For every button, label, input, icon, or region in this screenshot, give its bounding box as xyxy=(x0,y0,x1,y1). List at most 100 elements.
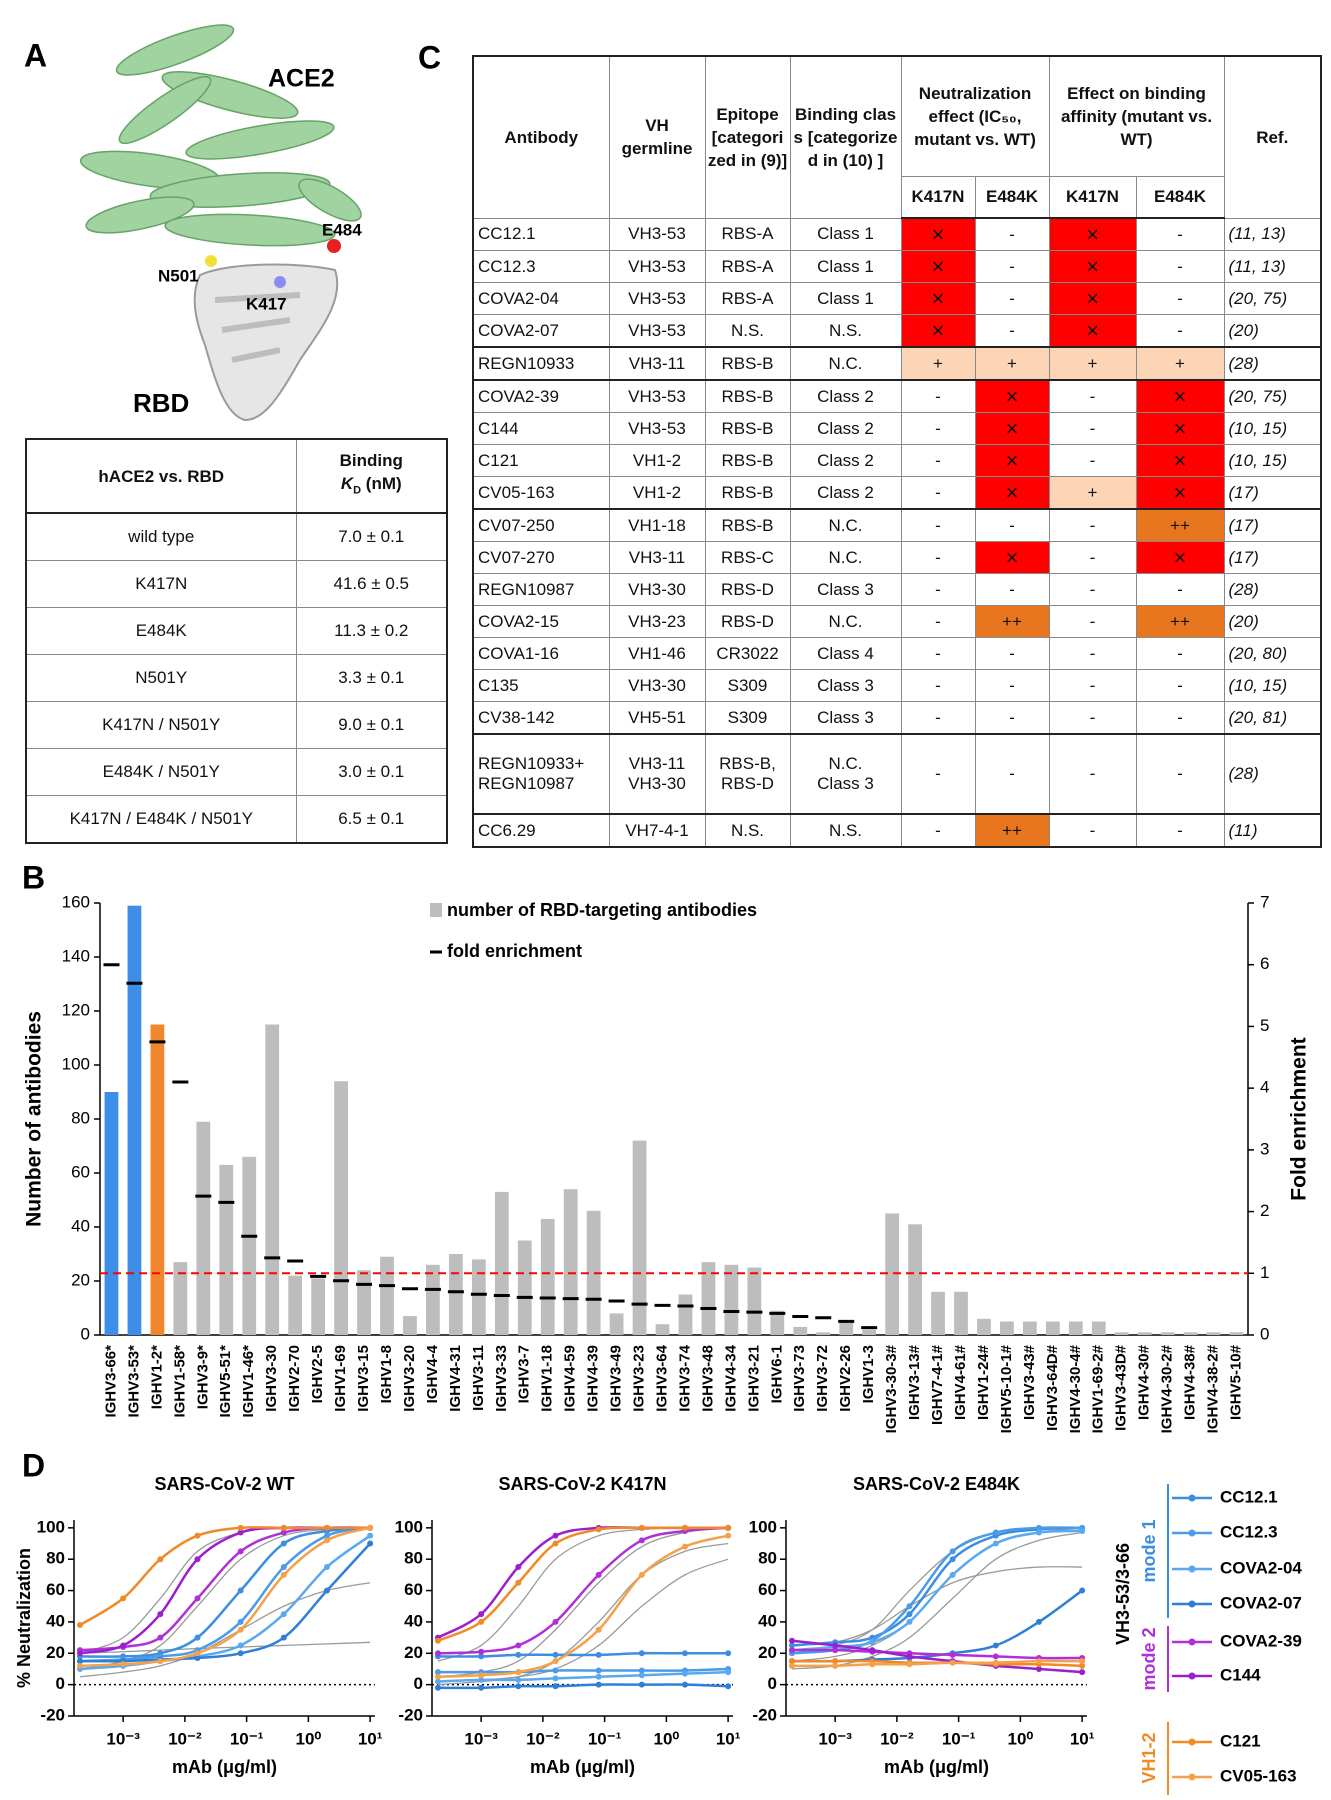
table-cell: N.C. xyxy=(789,346,902,381)
x-tick-label: IGHV3-9* xyxy=(194,1345,211,1409)
table-row: K417N / N501Y 9.0 ± 0.1 xyxy=(25,701,448,749)
table-cell: ++ xyxy=(974,605,1050,638)
table-cell: (20, 75) xyxy=(1223,282,1322,315)
fit-curve xyxy=(79,1526,371,1658)
x-tick-label: IGHV7-4-1# xyxy=(929,1344,946,1425)
fit-curve xyxy=(437,1534,729,1679)
x-tick-label: IGHV3-73 xyxy=(791,1345,808,1412)
data-point xyxy=(725,1650,732,1657)
header-symbol: K xyxy=(340,474,354,494)
table-cell: CV07-270 xyxy=(472,541,610,574)
table-cell: × xyxy=(974,476,1050,510)
data-point xyxy=(434,1684,441,1691)
data-point xyxy=(367,1540,374,1547)
data-point xyxy=(681,1681,688,1688)
table-cell: K417N xyxy=(25,560,297,608)
data-point xyxy=(157,1556,164,1563)
bar xyxy=(701,1262,716,1335)
table-cell: RBS-B xyxy=(704,379,791,413)
y2-tick-label: 2 xyxy=(1260,1201,1269,1220)
table-row: REGN10933+ REGN10987 VH3-11 VH3-30 RBS-B, … xyxy=(472,733,1322,815)
background-curve xyxy=(79,1582,371,1678)
y-tick-label: 160 xyxy=(62,892,90,911)
table-row: C121 VH1-2 RBS-B Class 2- × - × (10, 15) xyxy=(472,444,1322,477)
x-tick-label: IGHV3-72 xyxy=(814,1345,831,1412)
table-cell: × xyxy=(1048,314,1137,348)
data-point xyxy=(478,1676,485,1683)
table-cell: × xyxy=(974,541,1050,574)
data-point xyxy=(552,1618,559,1625)
x-tick-label: 10⁻¹ xyxy=(942,1729,976,1748)
legend-group-label: mode 2 xyxy=(1139,1627,1159,1690)
y-tick-label: 40 xyxy=(46,1611,65,1630)
data-point xyxy=(595,1651,602,1658)
table-cell: 9.0 ± 0.1 xyxy=(295,701,448,749)
table-cell: - xyxy=(974,701,1050,735)
table-cell: × xyxy=(1135,379,1225,413)
y-tick-label: 80 xyxy=(71,1108,90,1127)
column-header: Epitope [categorized in (9)] xyxy=(704,55,791,219)
fit-curve xyxy=(791,1648,1083,1660)
table-cell: - xyxy=(1135,669,1225,702)
legend-swatch xyxy=(1188,1565,1196,1573)
data-point xyxy=(1035,1529,1042,1536)
y-tick-label: 0 xyxy=(414,1674,423,1693)
y2-axis-label: Fold enrichment xyxy=(1288,1037,1311,1200)
x-tick-label: IGHV3-64D# xyxy=(1044,1344,1061,1431)
x-tick-label: IGHV4-30# xyxy=(1136,1344,1153,1420)
data-point xyxy=(323,1537,330,1544)
data-point xyxy=(434,1673,441,1680)
table-cell: VH3-53 xyxy=(608,250,706,283)
table-cell: RBS-D xyxy=(704,605,791,638)
legend-label: CC12.3 xyxy=(1220,1522,1278,1541)
table-cell: - xyxy=(974,637,1050,670)
data-point xyxy=(832,1662,839,1669)
legend-label: CC12.1 xyxy=(1220,1487,1278,1506)
data-point xyxy=(515,1669,522,1676)
data-point xyxy=(323,1532,330,1539)
table-cell: RBS-B xyxy=(704,444,791,477)
data-point xyxy=(434,1637,441,1644)
fit-curve xyxy=(437,1667,729,1674)
data-point xyxy=(515,1651,522,1658)
data-point xyxy=(280,1634,287,1641)
data-point xyxy=(515,1564,522,1571)
table-cell: Class 2 xyxy=(789,476,902,510)
legend-label: CV05-163 xyxy=(1220,1766,1297,1785)
fit-curve xyxy=(791,1529,1083,1652)
y-tick-label: 100 xyxy=(395,1517,423,1536)
table-cell: RBS-B, RBS-D xyxy=(704,733,791,815)
data-point xyxy=(906,1611,913,1618)
chart-title: SARS-CoV-2 WT xyxy=(154,1474,294,1494)
y-tick-label: 60 xyxy=(758,1580,777,1599)
table-row: E484K 11.3 ± 0.2 xyxy=(25,607,448,655)
bar xyxy=(127,905,142,1335)
data-point xyxy=(788,1662,795,1669)
legend-label: fold enrichment xyxy=(447,941,582,961)
data-point xyxy=(788,1647,795,1654)
table-cell: - xyxy=(974,573,1050,606)
y2-tick-label: 6 xyxy=(1260,954,1269,973)
table-cell: - xyxy=(1135,217,1225,251)
table-cell: (20, 81) xyxy=(1223,701,1322,735)
data-point xyxy=(595,1667,602,1674)
bar xyxy=(632,1140,647,1335)
legend-label: C144 xyxy=(1220,1665,1261,1684)
y-tick-label: 20 xyxy=(758,1643,777,1662)
fit-curve xyxy=(791,1639,1083,1674)
data-point xyxy=(1079,1658,1086,1665)
data-point xyxy=(194,1650,201,1657)
data-point xyxy=(638,1667,645,1674)
legend-swatch xyxy=(1188,1600,1196,1608)
data-point xyxy=(120,1642,127,1649)
legend-group-label: VH1-2 xyxy=(1139,1732,1159,1783)
x-tick-label: IGHV2-5 xyxy=(309,1345,326,1403)
bar xyxy=(1183,1332,1198,1335)
column-subheader: E484K xyxy=(1135,175,1225,219)
table-cell: CV38-142 xyxy=(472,701,610,735)
bar xyxy=(816,1332,831,1335)
table-cell: VH1-46 xyxy=(608,637,706,670)
table-cell: - xyxy=(900,605,976,638)
bar xyxy=(793,1326,808,1335)
data-point xyxy=(280,1524,287,1531)
